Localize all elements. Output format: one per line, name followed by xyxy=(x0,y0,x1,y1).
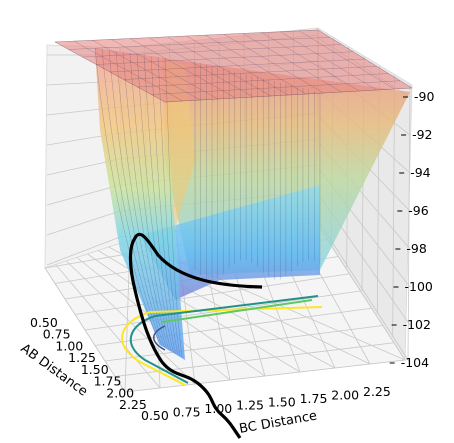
contour-yellow-1 xyxy=(121,311,186,386)
mesh-line xyxy=(82,44,342,58)
grid-line xyxy=(46,236,121,266)
grid-line xyxy=(74,273,350,315)
contour-teal-1 xyxy=(129,315,189,384)
grid-line xyxy=(124,359,406,393)
y-tick-label: 0.75 xyxy=(173,405,201,420)
mesh-line xyxy=(151,80,401,95)
y-tick-label: 2.25 xyxy=(363,384,391,399)
surface-valley xyxy=(140,185,320,300)
mesh-line xyxy=(164,87,413,103)
contour-green-1 xyxy=(161,299,313,323)
y-tick-label: 0.50 xyxy=(141,408,169,423)
trajectory xyxy=(128,232,263,439)
z-tick-label: -100 xyxy=(405,279,433,294)
x-tick-label: 1.75 xyxy=(94,374,122,389)
grid-line xyxy=(104,325,383,362)
x-tick-label: 2.25 xyxy=(119,397,147,412)
y-tick-label: 1.50 xyxy=(268,394,296,409)
surface-mesh xyxy=(54,29,413,358)
mesh-line xyxy=(115,50,167,349)
x-tick-label: 0.75 xyxy=(43,327,71,342)
mesh-line xyxy=(96,51,354,65)
z-tick-label: -90 xyxy=(414,89,434,104)
z-tick-label: -94 xyxy=(410,165,430,180)
y-tick-label: 1.25 xyxy=(236,398,264,413)
z-tick-label: -98 xyxy=(406,241,426,256)
x-axis-ticks: 0.500.751.001.251.501.752.002.25 xyxy=(30,315,147,412)
mesh-line xyxy=(54,29,319,43)
mesh-line xyxy=(122,51,169,350)
floor-contours xyxy=(121,295,323,386)
mesh-line xyxy=(150,55,178,355)
x-tick-label: 1.50 xyxy=(81,362,109,377)
trajectory-on-surface xyxy=(128,232,263,439)
y-tick-label: 2.00 xyxy=(331,387,359,402)
z-axis-ticks: -90 -92 -94 -96 -98 -100 -102 -104 xyxy=(389,89,434,370)
grid-line xyxy=(46,210,121,236)
z-tick-label: -102 xyxy=(403,317,431,332)
mesh-line xyxy=(109,58,366,73)
grid-line xyxy=(94,307,372,346)
grid-line xyxy=(317,219,411,364)
grid-line xyxy=(55,264,161,389)
grid-line xyxy=(407,84,411,361)
mesh-line xyxy=(157,56,180,356)
contour-yellow-2 xyxy=(149,306,323,313)
x-tick-label: 1.25 xyxy=(68,350,96,365)
y-tick-label: 1.75 xyxy=(300,391,328,406)
grid-line xyxy=(114,342,394,377)
mesh-line xyxy=(137,73,389,88)
grid-line xyxy=(46,184,121,206)
mesh-line xyxy=(143,54,176,354)
contour-teal-2 xyxy=(154,295,319,317)
z-tick-label: -104 xyxy=(401,355,429,370)
z-tick-label: -96 xyxy=(408,203,428,218)
x-tick-label: 0.50 xyxy=(30,315,58,330)
surface-left-wall xyxy=(95,48,185,360)
y-tick-label: 1.00 xyxy=(204,401,232,416)
x-tick-label: 2.00 xyxy=(106,385,134,400)
y-axis-ticks: 0.50 0.75 1.00 1.25 1.50 1.75 2.00 2.25 xyxy=(141,384,391,423)
x-tick-label: 1.00 xyxy=(55,338,83,353)
contour-navy-1 xyxy=(153,325,166,351)
z-tick-label: -92 xyxy=(412,127,432,142)
y-axis-label: BC Distance xyxy=(238,408,318,436)
mesh-line xyxy=(68,37,330,50)
surface xyxy=(54,29,413,360)
